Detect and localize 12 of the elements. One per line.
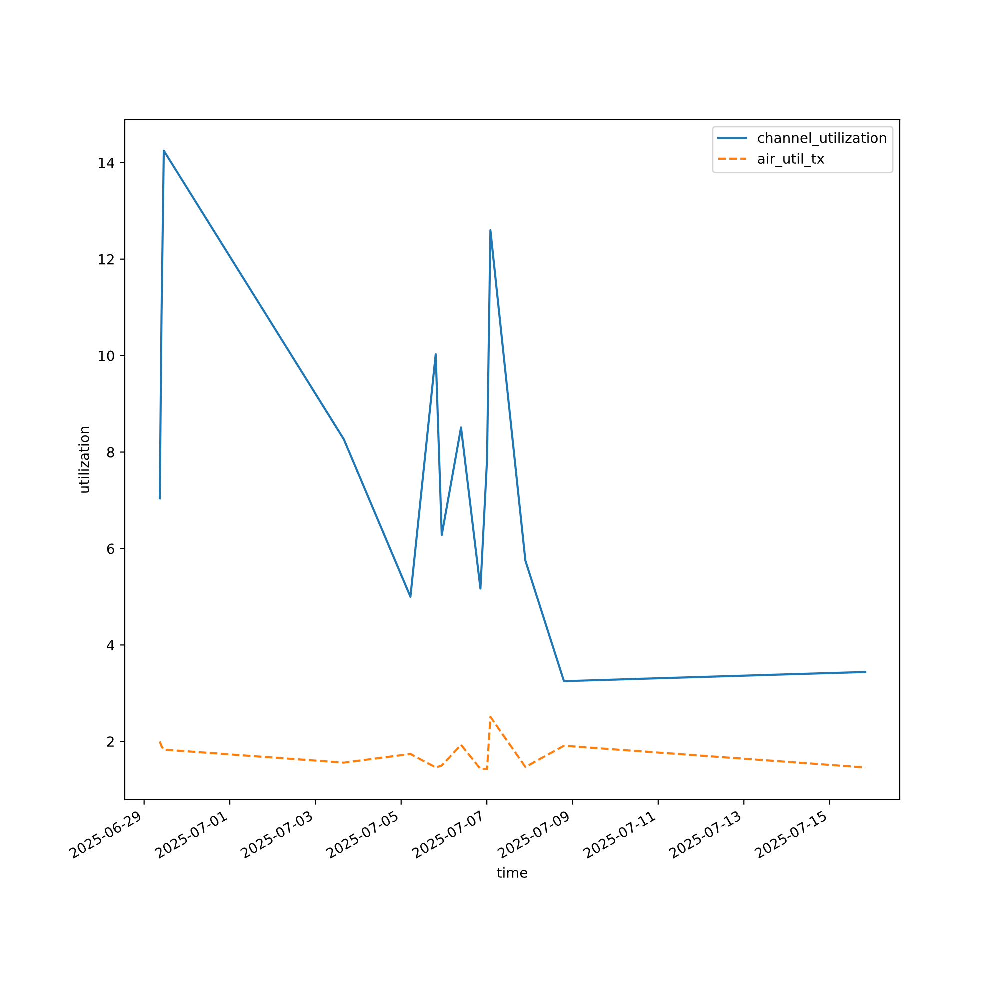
y-axis-title: utilization [78,427,90,493]
y-tick-label: 14 [99,158,114,168]
y-tick-label: 2 [107,736,114,747]
y-tick-label: 8 [107,447,114,458]
x-axis-title: time [497,867,528,878]
line-series [158,150,867,682]
y-tick-label: 6 [107,544,114,554]
y-tick-label: 12 [99,254,114,265]
y-tick-label: 10 [99,350,114,362]
legend-label: channel_utilization [758,132,886,146]
legend-label: air_util_tx [758,153,825,168]
y-tick-label: 4 [107,640,114,650]
